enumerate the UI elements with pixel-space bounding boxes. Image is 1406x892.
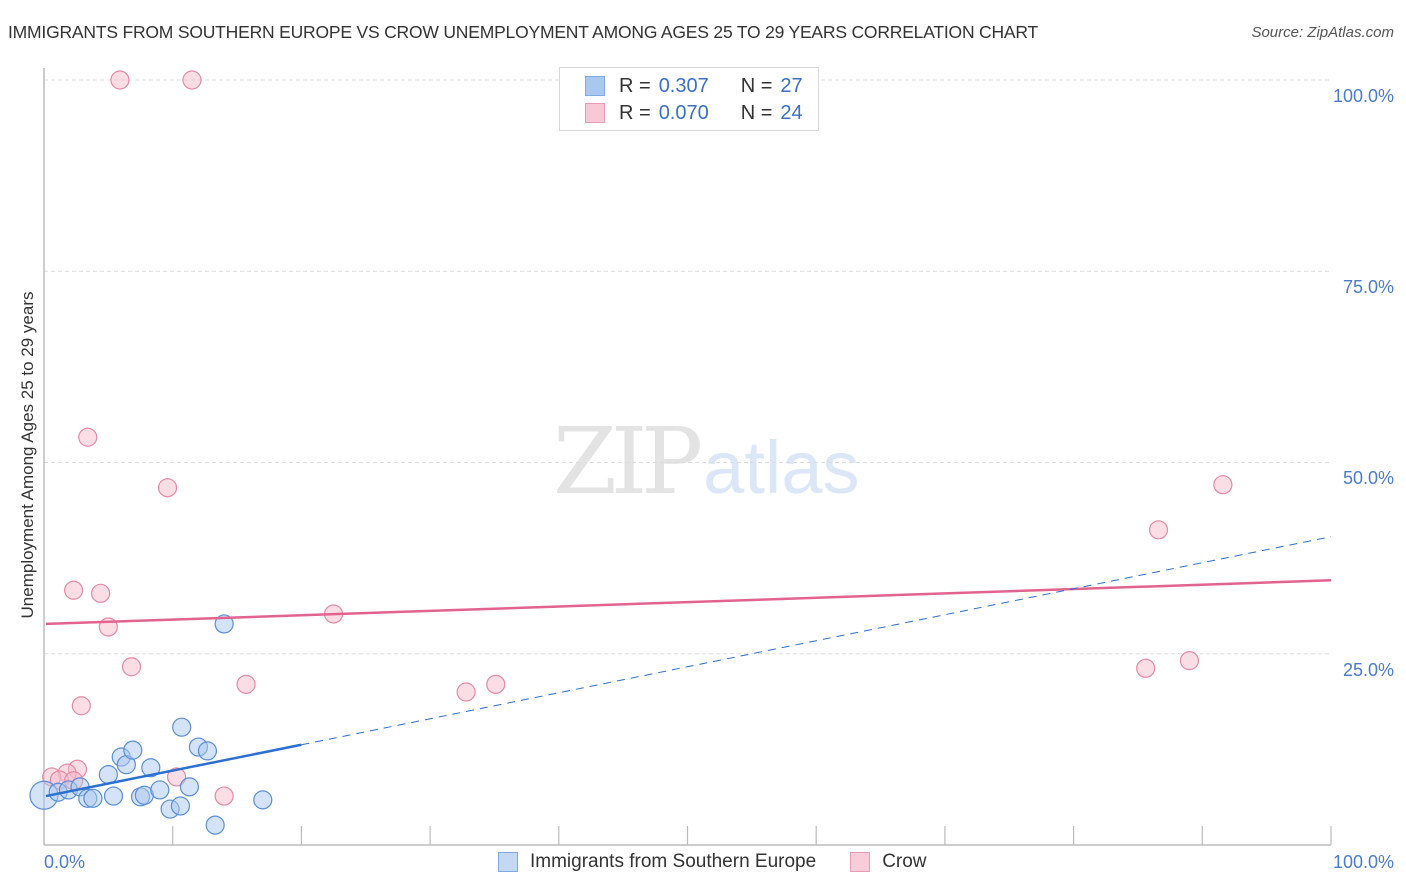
y-tick-75: 75.0% (1342, 277, 1394, 297)
correlation-legend: R = 0.307 N = 27 R = 0.070 N = 24 (559, 67, 819, 131)
zipatlas-watermark: ZIPatlas (553, 408, 859, 515)
crow-point (1148, 520, 1169, 540)
legend-n-label: N = (740, 74, 773, 97)
legend-swatch-pink (585, 103, 605, 123)
crow-point (166, 767, 187, 787)
immigrants-point (123, 740, 143, 760)
legend-n-value: 24 (780, 101, 803, 124)
crow-point (78, 427, 98, 447)
legend-label: Immigrants from Southern Europe (530, 851, 817, 872)
legend-r-value: 0.307 (658, 74, 709, 97)
crow-point (110, 70, 130, 90)
immigrants-point (150, 780, 170, 800)
legend-r-value: 0.070 (658, 101, 709, 124)
axes (43, 68, 1332, 846)
chart-title: IMMIGRANTS FROM SOUTHERN EUROPE VS CROW … (8, 22, 1039, 42)
crow-point (456, 682, 476, 702)
gridlines (44, 79, 1331, 655)
immigrants-point (253, 790, 273, 810)
crow-point (64, 580, 84, 600)
watermark-atlas: atlas (703, 426, 860, 509)
crow-point (1213, 475, 1233, 495)
x-tick-0: 0.0% (44, 852, 86, 872)
immigrants-point (103, 786, 124, 806)
crow-point (236, 674, 256, 694)
legend-n-label: N = (740, 101, 773, 124)
crow-point (182, 70, 202, 90)
legend-item-crow[interactable]: Crow (850, 851, 927, 873)
immigrants-point (172, 717, 192, 737)
legend-row-crow: R = 0.070 N = 24 (585, 100, 803, 126)
immigrants-point (170, 796, 191, 816)
crow-point (214, 786, 234, 806)
immigrants-point (98, 765, 118, 785)
crow-point (157, 478, 178, 498)
immigrants-point (179, 777, 200, 797)
immigrants-point (205, 815, 225, 835)
immigrants-point (214, 614, 234, 634)
legend-item-immigrants[interactable]: Immigrants from Southern Europe (498, 851, 816, 873)
source-label: Source: ZipAtlas.com (1251, 24, 1394, 41)
trend-lines (45, 536, 1332, 798)
crow-points (42, 70, 1233, 806)
legend-swatch-blue (585, 76, 605, 96)
legend-label: Crow (882, 851, 927, 872)
legend-swatch-pink (850, 852, 871, 872)
legend-r-label: R = (619, 101, 651, 124)
crow-point (486, 674, 506, 694)
y-tick-50: 50.0% (1342, 468, 1394, 488)
legend-n-value: 27 (780, 74, 803, 97)
y-tick-25: 25.0% (1342, 660, 1394, 680)
legend-r-label: R = (619, 74, 651, 97)
crow-point (91, 583, 111, 603)
series-legend: Immigrants from Southern Europe Crow (498, 851, 961, 873)
crow-point (1179, 651, 1200, 671)
crow-point (121, 657, 142, 677)
immigrants-point (141, 758, 161, 778)
crow-point (71, 696, 91, 716)
immigrants-trend-line-solid (45, 743, 302, 798)
watermark-zip: ZIP (553, 408, 703, 515)
immigrants-point (197, 741, 218, 761)
y-axis-label: Unemployment Among Ages 25 to 29 years (18, 291, 37, 619)
immigrants-trend-line-dashed (301, 536, 1332, 746)
crow-trend-line (45, 579, 1332, 626)
crow-point (1136, 658, 1156, 678)
immigrants-point (83, 788, 103, 808)
y-tick-100: 100.0% (1332, 86, 1394, 106)
legend-row-immigrants: R = 0.307 N = 27 (585, 73, 803, 99)
immigrants-points (29, 614, 273, 835)
x-tick-100: 100.0% (1332, 852, 1394, 872)
legend-swatch-blue (498, 852, 518, 872)
